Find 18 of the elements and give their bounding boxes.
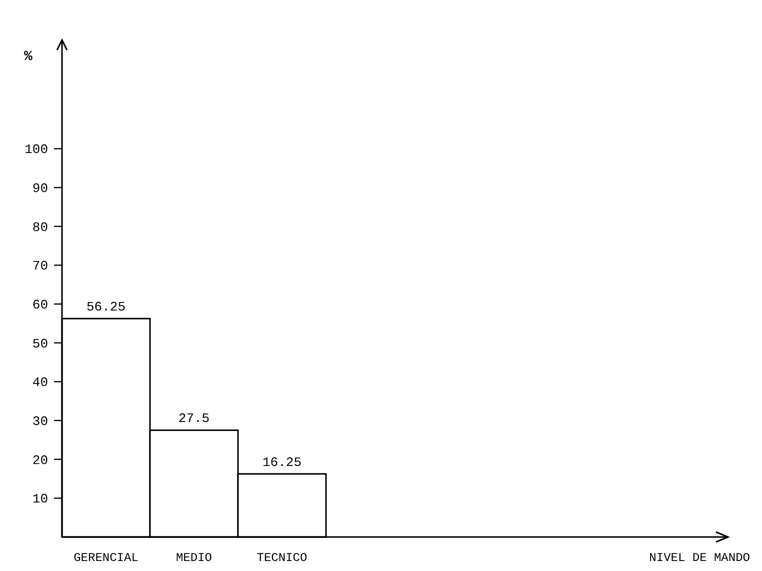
y-tick-label: 90: [32, 181, 48, 196]
y-axis-title: %: [24, 49, 33, 65]
y-tick-label: 60: [32, 298, 48, 313]
y-tick-label: 80: [32, 220, 48, 235]
y-tick-label: 100: [24, 142, 48, 158]
x-tick-label: GERENCIAL: [74, 551, 138, 565]
data-label: 27.5: [178, 411, 210, 426]
y-tick-label: 20: [32, 452, 48, 468]
data-label: 56.25: [86, 300, 126, 315]
x-tick-label: MEDIO: [176, 551, 212, 565]
text: NIVEL DE MANDO: [649, 551, 750, 565]
y-tick-label: 70: [32, 258, 48, 274]
data-label: 16.25: [262, 454, 302, 470]
y-tick-label: 50: [32, 336, 48, 352]
y-tick-label: 10: [32, 492, 48, 507]
x-tick-label: TECNICO: [256, 551, 308, 565]
y-tick-label: 40: [32, 375, 48, 390]
y-tick-label: 30: [32, 414, 48, 430]
